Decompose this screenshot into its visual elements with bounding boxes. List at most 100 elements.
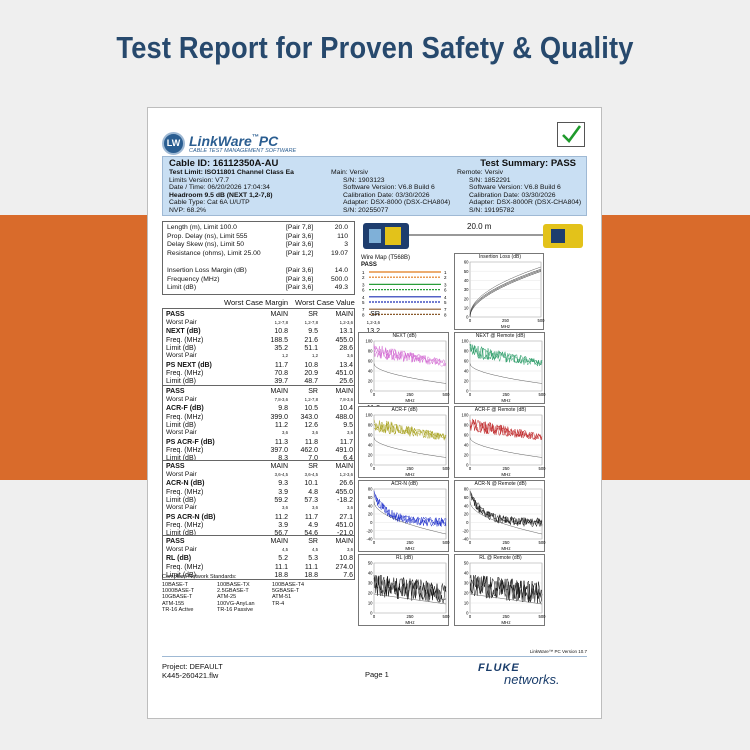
chart-y-tick: 50 [464,269,469,274]
summary-line: S/N: 19195782 [469,207,515,214]
group-cell: 26.6 [339,480,353,488]
group-cell: 70.8 [274,369,288,377]
chart-y-tick: -40 [366,537,373,542]
measurement-label: Frequency (MHz) [167,275,220,283]
group-row-label: RL (dB) [166,555,192,563]
chart-y-tick: 20 [464,591,469,596]
file-label: K445-260421.flw [162,671,219,680]
chart-limit-line [373,501,447,535]
standard-item: TR-16 Active [162,606,194,613]
chart-y-tick: 20 [464,512,469,517]
chart-y-tick: 60 [464,260,469,265]
group-cell: 7.0 [308,455,318,463]
chart-y-tick: 0 [466,315,469,320]
group-cell: 1,2-7,8 [274,320,288,325]
group-cell: 3,6 [282,505,288,511]
group-cell: 7,8-3,6 [339,397,353,402]
group-cell: 56.7 [274,530,288,538]
measurement-value: 20.0 [334,224,348,231]
chart-x-tick: 250 [502,318,510,323]
group-cell: 10.1 [304,480,318,488]
group-cell: 11.8 [304,438,318,446]
chart-x-tick: 500 [443,614,451,619]
wiremap-pin-right: 1 [444,270,447,275]
chart-x-tick: 0 [469,466,472,471]
group-pass-label: PASS [166,311,185,318]
measurement-pair: [Pair 3,6] [286,241,314,249]
chart-limit-line [469,593,543,605]
group-row-label: Worst Pair [166,429,197,437]
group-row-label: Freq. (MHz) [166,369,204,377]
chart-trace [469,574,543,604]
group-row-label: Limit (dB) [166,421,196,429]
group-cell: 1,2-7,8 [304,397,318,402]
group-cell: 1,2 [282,353,288,359]
group-cell: 1,2-7,8 [304,320,318,325]
measurement-value: 19.07 [330,249,348,257]
measurement-label: Insertion Loss Margin (dB) [167,267,247,274]
group-cell: 4,5 [282,547,288,552]
summary-line: Calibration Date: 03/30/2026 [469,191,556,199]
summary-line: Software Version: V6.8 Build 6 [343,184,435,192]
chart-trace [469,494,543,527]
group-column-head: MAIN [335,538,354,545]
group-column-head: SR [308,463,318,470]
chart-x-unit: MHz [405,472,415,477]
group-row-label: Freq. (MHz) [166,413,204,421]
group-cell: 3,6 [347,353,353,359]
chart-x-unit: MHz [405,546,415,551]
group-column-head: MAIN [270,463,289,470]
chart-y-tick: 80 [368,423,373,428]
group-cell: 451.0 [335,521,353,529]
standard-item: ATM-155 [162,600,185,607]
group-cell: 48.7 [304,378,318,386]
measurement-pair: [Pair 3,6] [286,275,314,283]
chart-x-tick: 500 [443,392,451,397]
chart-y-tick: 40 [368,503,373,508]
chart-y-tick: 40 [464,278,469,283]
group-row-label: Freq. (MHz) [166,446,204,454]
chart-trace [469,343,543,366]
summary-line: S/N: 1852291 [469,176,511,184]
standard-item: ATM-51 [272,594,292,601]
group-cell: 397.0 [270,446,288,454]
chart-y-tick: 20 [464,453,469,458]
group-cell: 274.0 [335,563,353,571]
group-cell: 35.2 [274,344,288,352]
chart-limit-line [373,437,447,458]
measurement-label: Delay Skew (ns), Limit 50 [167,241,245,249]
standard-item: 10GBASE-T [162,594,193,601]
group-cell: 462.0 [300,446,318,454]
chart-trace [373,575,447,603]
wiremap-pin-left: 1 [362,270,365,275]
group-cell: 1,2-3,6 [339,320,353,325]
group-pass-label: PASS [166,388,185,395]
chart-panel: ACR-F @ Remote (dB) 100 80 60 40 20 0 0 250 500 MH… [454,406,546,478]
linkware-logo: LW LinkWare™PC CABLE TEST MANAGEMENT SOF… [162,132,362,156]
test-summary-panel: Cable ID: 16112350A-AU Test Summary: PAS… [162,156,587,216]
group-cell: 27.1 [339,513,353,521]
group-cell: 11.1 [304,563,318,571]
group-cell: 9.5 [343,421,353,429]
chart-panel: ACR-N @ Remote (dB) 80 60 40 20 0 -20 -40 0 250 50… [454,480,546,552]
chart-y-tick: 30 [464,581,469,586]
chart-panel: Insertion Loss (dB) 60 50 40 30 20 10 0 0 250 500 M… [454,253,545,330]
chart-x-tick: 0 [469,318,472,323]
group-cell: 3,6 [347,547,353,552]
group-column-head: MAIN [335,463,354,470]
lw-circle-icon: LW [162,132,185,155]
chart-y-tick: 60 [368,433,373,438]
chart-y-tick: 40 [464,503,469,508]
chart-y-tick: 0 [370,463,373,468]
group-cell: 6.4 [343,455,353,463]
group-cell: 9.3 [278,480,288,488]
project-label: Project: DEFAULT [162,662,223,671]
measurements-box: Length (m), Limit 100.0 [Pair 7,8] 20.0 Pro… [162,221,355,295]
link-diagram: 20.0 m [361,221,587,253]
group-row-label: Limit (dB) [166,571,196,579]
chart-limit-line [373,593,447,605]
chart-x-tick: 0 [469,540,472,545]
chart-trace [373,575,447,602]
chart-y-tick: 40 [368,443,373,448]
chart-y-tick: 100 [366,339,374,344]
